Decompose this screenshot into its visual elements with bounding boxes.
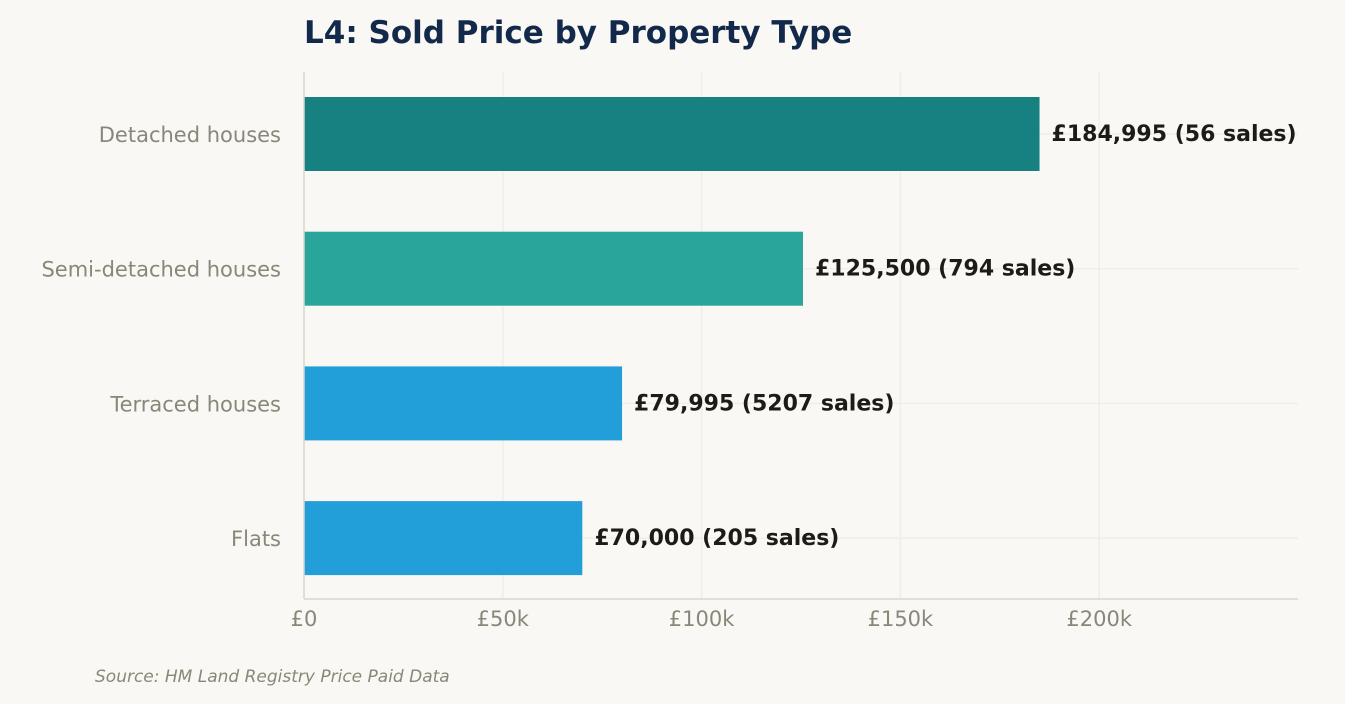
- data-label: £184,995 (56 sales): [1052, 122, 1297, 147]
- axes: Detached houses Semi-detached houses Terra…: [41, 72, 1298, 631]
- category-label: Terraced houses: [109, 392, 281, 416]
- x-tick-label: £200k: [1066, 607, 1132, 631]
- category-label: Semi-detached houses: [41, 258, 281, 282]
- bar-semi-detached-houses: [304, 231, 803, 306]
- x-tick-label: £100k: [669, 607, 735, 631]
- x-tick-label: £50k: [477, 607, 530, 631]
- chart-title: L4: Sold Price by Property Type: [304, 15, 852, 51]
- category-label: Detached houses: [99, 123, 281, 147]
- bar-terraced-houses: [304, 366, 623, 441]
- bar-detached-houses: [304, 97, 1040, 171]
- category-label: Flats: [231, 527, 281, 551]
- source-note: Source: HM Land Registry Price Paid Data: [95, 667, 450, 687]
- data-labels: £184,995 (56 sales) £125,500 (794 sales) £…: [594, 122, 1296, 551]
- x-tick-label: £0: [291, 607, 318, 631]
- bar-flats: [304, 501, 583, 576]
- data-label: £125,500 (794 sales): [815, 257, 1075, 282]
- bars: [304, 97, 1040, 576]
- data-label: £79,995 (5207 sales): [634, 391, 894, 416]
- x-tick-label: £150k: [868, 607, 934, 631]
- data-label: £70,000 (205 sales): [594, 526, 839, 551]
